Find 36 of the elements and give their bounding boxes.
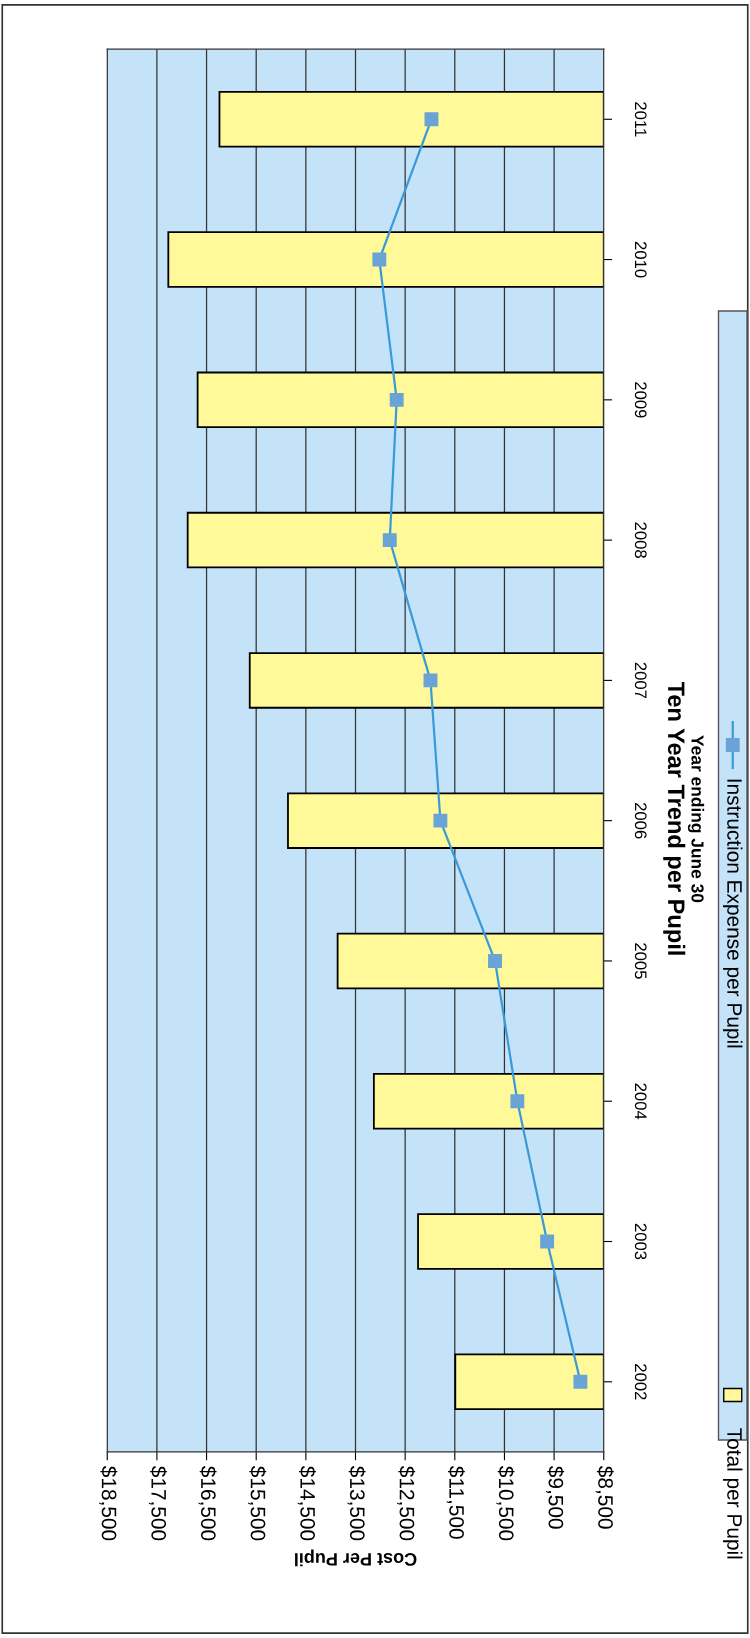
x-tick-label: $14,500 bbox=[297, 1466, 316, 1541]
legend-label: Instruction Expense per Pupil bbox=[723, 779, 743, 1048]
y-tick-label: 2002 bbox=[634, 1364, 647, 1400]
point bbox=[389, 392, 404, 407]
x-axis-title: Cost Per Pupil bbox=[295, 1549, 417, 1567]
x-tick-label: $9,500 bbox=[546, 1466, 565, 1529]
point bbox=[424, 112, 439, 127]
y-tick-label: 2003 bbox=[634, 1223, 647, 1260]
point bbox=[510, 1094, 525, 1109]
y-tick-label: 2007 bbox=[634, 662, 647, 699]
x-tick-label: $17,500 bbox=[148, 1466, 167, 1541]
x-tick-label: $11,500 bbox=[446, 1466, 465, 1539]
text: Total per Pupil bbox=[723, 1428, 743, 1559]
y-tick-label: 2006 bbox=[634, 802, 647, 839]
text: Year ending June 30 bbox=[687, 735, 705, 903]
y-tick-label: 2011 bbox=[634, 102, 647, 137]
x-tick-label: $16,500 bbox=[198, 1466, 217, 1541]
x-tick-label: $18,500 bbox=[99, 1466, 118, 1541]
text: Ten Year Trend per Pupil bbox=[663, 681, 686, 955]
x-tick-label: $12,500 bbox=[397, 1466, 416, 1541]
point bbox=[372, 252, 387, 267]
x-tick-label: $10,500 bbox=[496, 1466, 515, 1541]
point bbox=[573, 1374, 588, 1389]
y-tick-label: 2009 bbox=[634, 382, 647, 418]
y-tick-label: 2008 bbox=[634, 522, 647, 558]
point bbox=[423, 673, 438, 688]
point bbox=[382, 533, 397, 548]
y-tick-label: 2005 bbox=[634, 943, 647, 979]
y-tick-label: 2004 bbox=[634, 1083, 647, 1120]
point bbox=[433, 813, 448, 828]
point bbox=[540, 1234, 555, 1249]
point bbox=[488, 954, 502, 968]
x-tick-label: $8,500 bbox=[595, 1466, 614, 1529]
x-tick-label: $15,500 bbox=[248, 1466, 267, 1541]
x-tick-label: $13,500 bbox=[347, 1466, 366, 1541]
y-tick-label: 2010 bbox=[634, 241, 647, 278]
